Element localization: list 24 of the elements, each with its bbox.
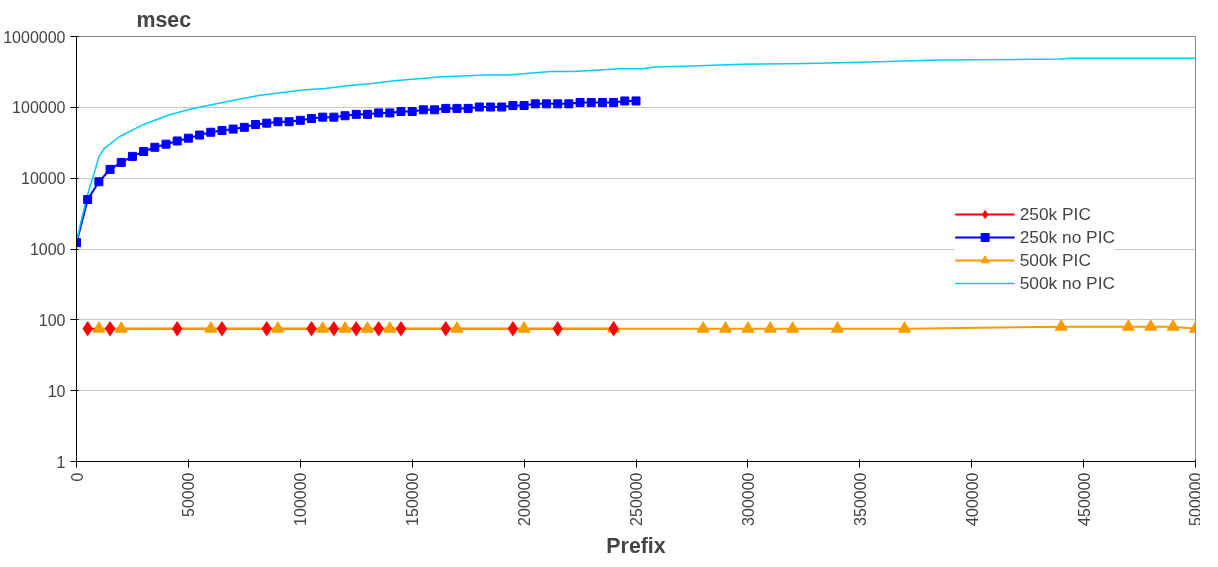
x-tick-label: 500000 bbox=[1186, 472, 1204, 526]
x-tick-label: 300000 bbox=[739, 472, 757, 526]
x-tick-label: 400000 bbox=[963, 472, 981, 526]
x-axis-title: Prefix bbox=[606, 533, 666, 558]
x-tick-label: 200000 bbox=[516, 472, 534, 526]
x-tick-label: 350000 bbox=[851, 472, 869, 526]
y-tick-label: 10000 bbox=[21, 170, 66, 188]
y-axis-title: msec bbox=[136, 7, 192, 32]
y-tick-label: 1000000 bbox=[3, 28, 66, 46]
x-tick-label: 0 bbox=[68, 472, 86, 482]
x-tick-label: 450000 bbox=[1075, 472, 1093, 526]
y-tick-label: 100000 bbox=[12, 99, 66, 117]
x-tick-label: 50000 bbox=[180, 472, 198, 517]
y-tick-label: 1000 bbox=[29, 241, 66, 258]
legend-label: 500k PIC bbox=[1019, 249, 1091, 271]
legend-label: 250k no PIC bbox=[1019, 226, 1115, 248]
x-tick-label: 250000 bbox=[628, 472, 645, 526]
legend-label: 250k PIC bbox=[1019, 203, 1091, 225]
x-tick-label: 150000 bbox=[404, 472, 422, 526]
y-tick-label: 1 bbox=[56, 453, 66, 471]
y-tick-label: 100 bbox=[38, 311, 66, 329]
legend-label: 500k no PIC bbox=[1019, 272, 1115, 294]
x-tick-label: 100000 bbox=[292, 472, 310, 526]
y-tick-label: 10 bbox=[47, 382, 66, 400]
